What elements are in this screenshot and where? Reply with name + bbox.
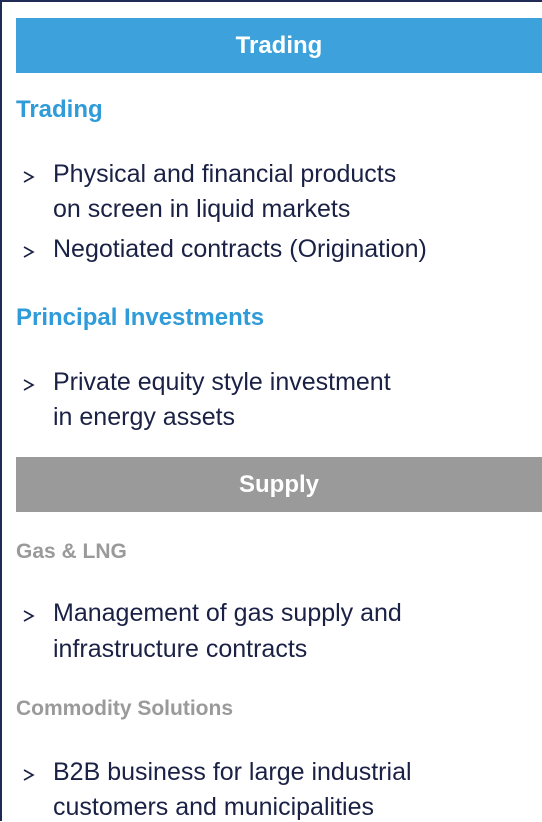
bullet-text: Negotiated contracts (Origination) [53, 235, 427, 263]
bullet-text: B2B business for large industrial [53, 758, 412, 786]
bullet-text: customers and municipalities [53, 793, 374, 821]
bullet-text: Private equity style investment [53, 368, 391, 396]
group-title: Commodity Solutions [16, 697, 233, 721]
bullet-text: Physical and financial products [53, 160, 397, 188]
bullet-icon [23, 246, 35, 258]
bullet-icon [23, 171, 35, 183]
group-title: Trading [16, 95, 103, 123]
bullet-text: Management of gas supply and [53, 599, 402, 627]
section-header: Trading [16, 18, 542, 73]
group-title: Principal Investments [16, 303, 265, 331]
bullet-text: infrastructure contracts [53, 635, 308, 663]
bullet-text: on screen in liquid markets [53, 195, 351, 223]
section-header: Supply [16, 457, 542, 512]
bullet-icon [23, 769, 35, 781]
bullet-icon [23, 610, 35, 622]
bullet-icon [23, 379, 35, 391]
group-title: Gas & LNG [16, 540, 127, 564]
bullet-text: in energy assets [53, 403, 236, 431]
